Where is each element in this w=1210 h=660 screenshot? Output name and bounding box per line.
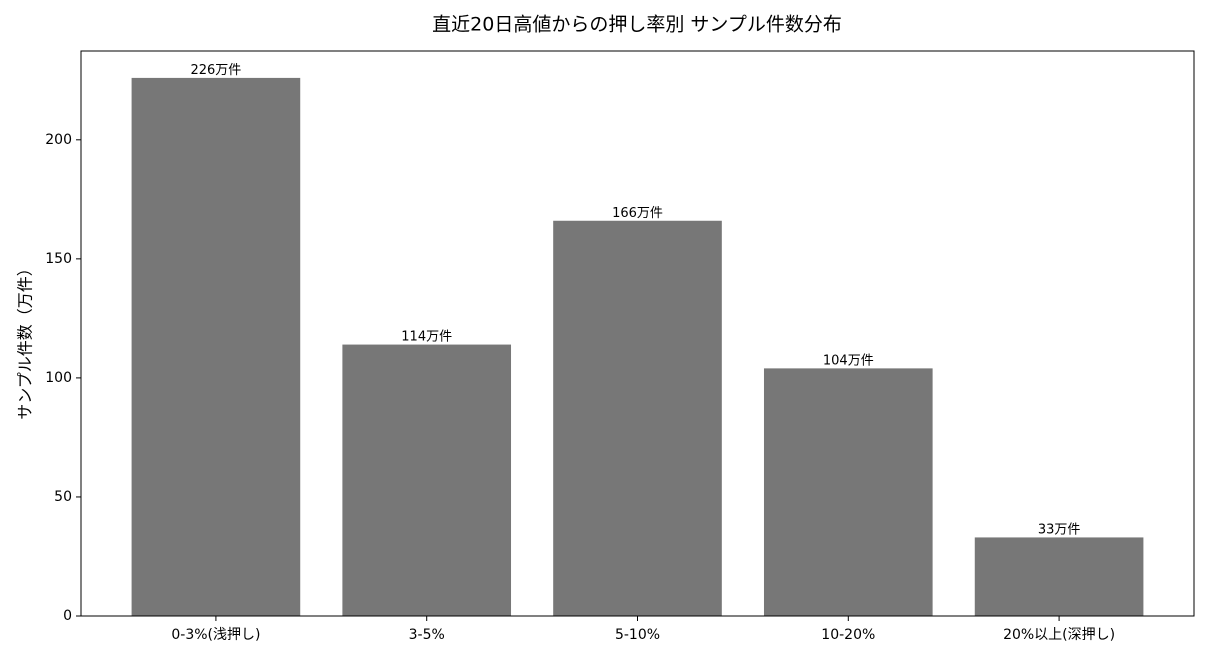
plot-frame — [80, 50, 1195, 617]
x-tick-label: 3-5% — [409, 627, 445, 643]
value-label: 33万件 — [1038, 522, 1081, 537]
y-tick-label: 0 — [63, 608, 72, 624]
value-label: 104万件 — [823, 353, 874, 368]
bar — [763, 368, 933, 616]
value-label: 226万件 — [190, 63, 241, 78]
x-tick-label: 5-10% — [615, 627, 660, 643]
bar — [974, 537, 1144, 616]
bar — [553, 220, 722, 616]
x-tick-label: 20%以上(深押し) — [1003, 627, 1115, 643]
x-tick-label: 10-20% — [821, 627, 875, 643]
value-label: 166万件 — [612, 206, 663, 221]
y-axis-label: サンプル件数（万件） — [16, 260, 35, 420]
chart-title: 直近20日高値からの押し率別 サンプル件数分布 — [432, 14, 842, 36]
bar — [131, 77, 301, 616]
y-tick-label: 200 — [45, 132, 72, 148]
y-tick-label: 150 — [45, 251, 72, 267]
bar — [342, 344, 512, 616]
y-tick-label: 100 — [45, 370, 72, 386]
y-tick-label: 50 — [54, 489, 72, 505]
value-label: 114万件 — [401, 330, 452, 345]
x-tick-label: 0-3%(浅押し) — [171, 627, 260, 643]
